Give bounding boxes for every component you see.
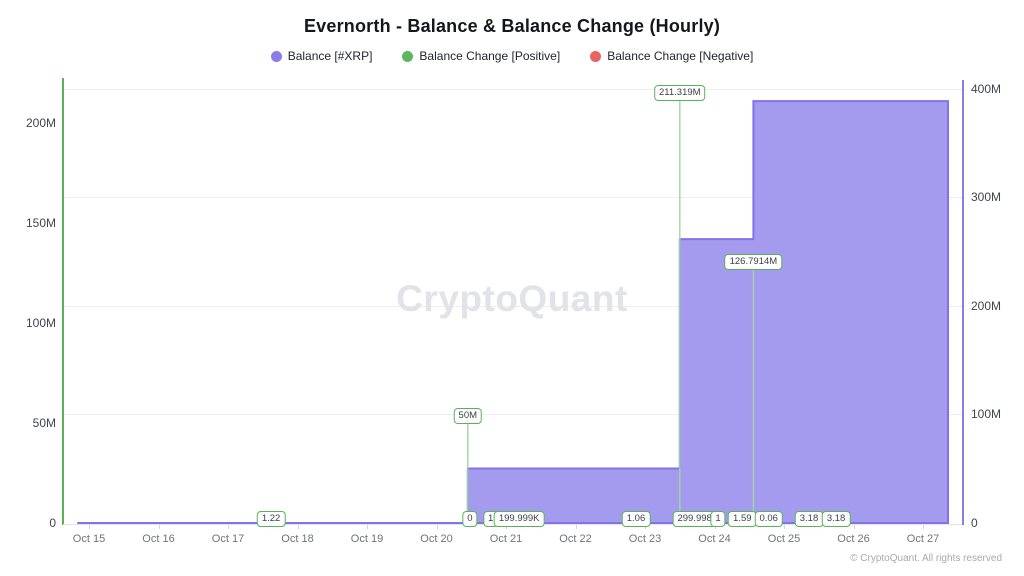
x-axis-tick-label: Oct 15 [72,533,106,545]
x-axis-tick [714,525,716,529]
x-axis-tick-label: Oct 25 [767,533,801,545]
left-axis-tick-label: 0 [49,516,56,530]
page-title: Evernorth - Balance & Balance Change (Ho… [303,16,721,36]
x-axis-tick-label: Oct 24 [698,533,731,545]
right-axis-line [962,80,964,525]
copyright-note: © CryptoQuant. All rights reserved [850,553,1002,564]
change-value-tag: 1.22 [256,511,286,527]
x-axis-tick-label: Oct 20 [420,533,453,545]
change-value-tag: 1.59 [728,511,757,527]
balance-area-series [77,100,949,524]
gridline [63,88,962,90]
x-axis-tick-label: Oct 22 [559,533,592,545]
legend-item-balance[interactable]: Balance [#XRP] [270,49,373,63]
left-axis-tick-label: 100M [25,316,56,330]
right-axis-tick-label: 0 [971,516,978,530]
right-axis-tick-label: 100M [971,407,1002,422]
x-axis-tick-label: Oct 21 [489,533,523,545]
gridline [63,414,962,416]
x-axis-tick [645,525,646,529]
change-value-tag: 3.18 [794,511,824,527]
x-axis-tick [784,525,785,529]
x-axis-tick-label: Oct 17 [211,533,245,545]
legend-item-balance-change-positive[interactable]: Balance Change [Positive] [402,49,560,63]
legend-item-label: Balance Change [Positive] [419,49,561,63]
change-value-tag: 1.06 [621,511,651,527]
balance-series-swatch-icon [270,50,282,62]
x-axis-tick [575,525,577,529]
positive-change-swatch-icon [402,50,414,62]
x-axis-tick-label: Oct 19 [350,533,384,545]
legend: Balance [#XRP] Balance Change [Positive]… [0,49,1024,63]
change-value-tag: 126.7914M [724,253,783,270]
legend-item-label: Balance [#XRP] [287,49,373,63]
gridline [63,197,962,199]
x-axis-tick-label: Oct 16 [142,533,175,545]
change-value-tag: 0.06 [754,511,783,527]
legend-item-balance-change-negative[interactable]: Balance Change [Negative] [590,49,753,63]
change-value-tag: 211.319M [654,84,706,101]
x-axis-tick [158,525,160,529]
x-axis-tick [367,525,368,529]
change-value-tag: 50M [453,407,483,424]
negative-change-swatch-icon [590,50,602,62]
change-value-tag: 1 [710,511,726,527]
right-axis-tick-label: 400M [971,81,1002,96]
change-value-tag: 199.999K [493,511,545,527]
x-axis-tick [853,525,855,529]
x-axis-tick [297,525,299,529]
x-axis-tick [923,525,924,529]
right-axis-tick-label: 300M [971,190,1002,205]
x-axis-tick-label: Oct 27 [906,533,940,545]
gridline [63,305,962,307]
x-axis-tick-label: Oct 26 [837,533,870,545]
change-value-tag: 0 [462,511,478,527]
x-axis-tick [89,525,90,529]
x-axis-tick-label: Oct 23 [628,533,662,545]
left-axis-tick-label: 50M [32,416,56,430]
change-value-tag: 3.18 [821,511,851,527]
left-axis-tick-label: 150M [25,216,56,230]
left-axis-line [62,78,64,525]
x-axis-tick-label: Oct 18 [281,533,314,545]
x-axis-tick [436,525,438,529]
x-axis-tick [506,525,507,529]
legend-item-label: Balance Change [Negative] [607,49,754,63]
left-axis-tick-label: 200M [25,116,56,130]
x-axis-tick [228,525,229,529]
right-axis-tick-label: 200M [971,298,1002,313]
